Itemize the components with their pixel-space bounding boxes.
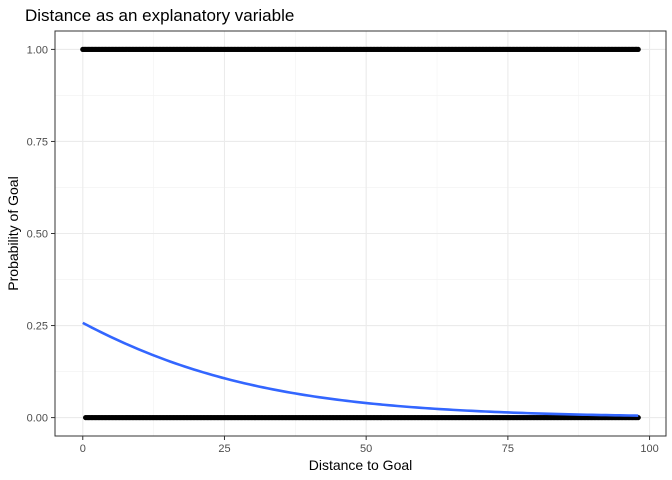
x-tick-label: 25 xyxy=(218,443,230,455)
no-goal-points xyxy=(83,414,641,421)
x-axis-ticks: 0 25 50 75 100 xyxy=(80,436,659,455)
x-tick-label: 50 xyxy=(360,443,372,455)
y-tick-label: 1.00 xyxy=(27,44,48,56)
y-tick-label: 0.25 xyxy=(27,321,48,333)
x-axis-title: Distance to Goal xyxy=(309,457,413,473)
y-tick-label: 0.50 xyxy=(27,229,48,241)
x-tick-label: 100 xyxy=(640,443,658,455)
chart-title: Distance as an explanatory variable xyxy=(25,6,294,25)
x-tick-label: 75 xyxy=(502,443,514,455)
x-tick-label: 0 xyxy=(80,443,86,455)
y-tick-label: 0.75 xyxy=(27,136,48,148)
y-axis-ticks: 0.00 0.25 0.50 0.75 1.00 xyxy=(27,44,55,425)
goal-points xyxy=(80,46,641,53)
goal-point xyxy=(635,46,641,53)
y-axis-title: Probability of Goal xyxy=(5,176,21,290)
fitted-probability-line xyxy=(82,321,639,417)
y-tick-label: 0.00 xyxy=(27,413,48,425)
